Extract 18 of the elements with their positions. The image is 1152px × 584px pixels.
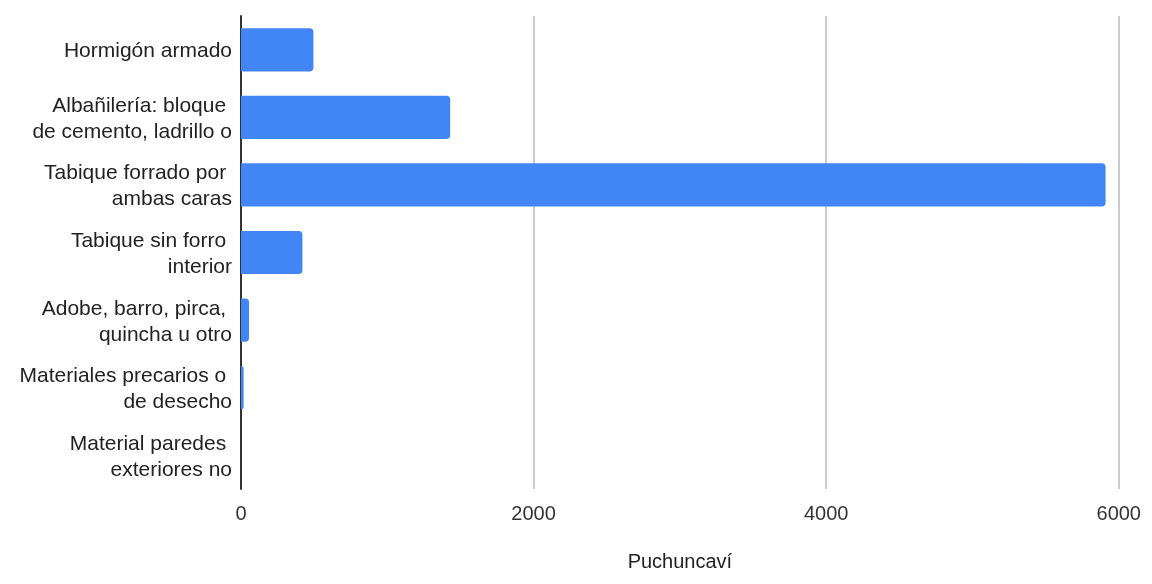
y-tick-label: Hormigón armado [63, 38, 232, 62]
x-tick-label: 2000 [511, 502, 556, 524]
bar [241, 298, 250, 342]
y-tick-label: Albañilería: bloque de cemento, ladrillo o [32, 92, 232, 142]
y-tick-label: Material paredes exteriores no [69, 430, 232, 480]
y-tick-label: Tabique sin forro interior [70, 228, 232, 277]
x-tick-label: 4000 [803, 502, 849, 524]
bar [241, 163, 1106, 207]
bar [241, 28, 314, 72]
x-tick-label: 6000 [1096, 502, 1141, 524]
x-axis-title: Puchuncaví [627, 550, 733, 572]
bar [241, 230, 303, 275]
x-tick-label: 0 [235, 502, 247, 524]
y-tick-label: Adobe, barro, pirca, quincha u otro [41, 295, 232, 345]
y-tick-label: Materiales precarios o de desecho [19, 363, 232, 413]
y-tick-label: Tabique forrado por ambas caras [44, 160, 232, 210]
bar [241, 366, 244, 410]
bar [241, 95, 451, 139]
